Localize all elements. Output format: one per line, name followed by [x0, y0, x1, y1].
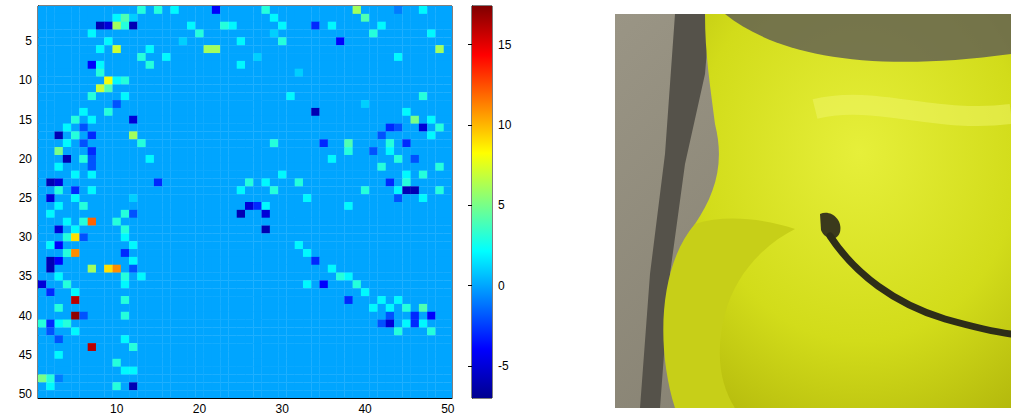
svg-text:5: 5 — [25, 34, 32, 48]
svg-text:5: 5 — [498, 198, 505, 212]
svg-text:10: 10 — [110, 402, 124, 416]
svg-text:25: 25 — [19, 191, 33, 205]
svg-text:0: 0 — [498, 279, 505, 293]
svg-text:15: 15 — [19, 113, 33, 127]
svg-text:20: 20 — [19, 152, 33, 166]
svg-text:20: 20 — [193, 402, 207, 416]
svg-text:10: 10 — [19, 73, 33, 87]
svg-text:40: 40 — [19, 309, 33, 323]
svg-text:50: 50 — [19, 387, 33, 401]
svg-text:35: 35 — [19, 269, 33, 283]
svg-text:-5: -5 — [498, 359, 509, 373]
svg-text:15: 15 — [498, 38, 512, 52]
svg-text:50: 50 — [441, 402, 455, 416]
svg-text:40: 40 — [358, 402, 372, 416]
svg-text:45: 45 — [19, 348, 33, 362]
svg-text:30: 30 — [276, 402, 290, 416]
svg-text:30: 30 — [19, 230, 33, 244]
svg-text:10: 10 — [498, 118, 512, 132]
